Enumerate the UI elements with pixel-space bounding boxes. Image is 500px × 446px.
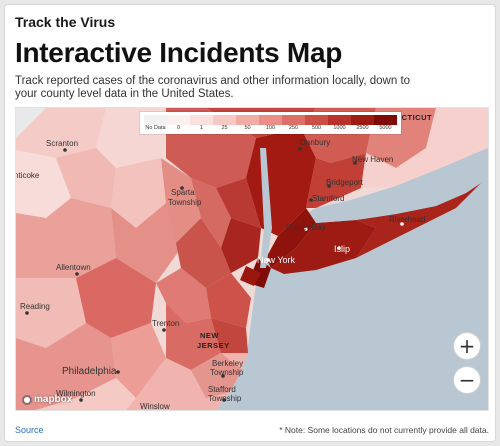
hudson-river [260, 148, 272, 268]
legend-label: 0 [176, 125, 181, 131]
source-link[interactable]: Source [15, 425, 44, 435]
place-label-nticoke: nticoke [16, 171, 40, 180]
kicker: Track the Virus [15, 14, 116, 30]
county-region[interactable] [156, 268, 211, 323]
legend-swatch [374, 115, 397, 125]
legend-swatch [236, 115, 259, 125]
place-label-stafford-township: Township [208, 394, 242, 403]
plus-icon: + [458, 334, 476, 358]
mapbox-attribution[interactable]: mapbox [22, 394, 72, 405]
place-label-allentown: Allentown [56, 263, 91, 272]
place-label-berkeley-township: Township [210, 368, 244, 377]
state-label-connecticut: CONNECTICUT [372, 113, 432, 122]
zoom-out-button[interactable]: − [453, 366, 481, 394]
legend-label: 50 [244, 125, 251, 131]
legend-label: 5000 [379, 125, 392, 131]
county-region[interactable] [111, 158, 166, 228]
county-region[interactable] [361, 108, 488, 188]
state-label-jersey: JERSEY [197, 341, 230, 350]
place-label-new-york: New York [257, 255, 296, 265]
county-region[interactable] [191, 178, 231, 248]
county-region[interactable] [76, 258, 156, 338]
place-label-new-haven: New Haven [352, 155, 393, 164]
legend-swatch [213, 115, 236, 125]
long-island-sound [316, 148, 488, 223]
legend-swatch [167, 115, 190, 125]
minus-icon: − [458, 368, 476, 392]
place-label-berkeley: Berkeley [212, 359, 243, 368]
legend-swatch [144, 115, 167, 125]
legend-swatch [259, 115, 282, 125]
place-label-stamford: Stamford [312, 194, 344, 203]
page-title: Interactive Incidents Map [15, 37, 343, 68]
legend-swatch [190, 115, 213, 125]
county-region[interactable] [271, 220, 376, 274]
legend-label: No Data [145, 125, 166, 131]
incidents-map[interactable]: Scranton nticoke Sparta Township Allento… [15, 107, 489, 411]
legend-labels: No Data 0 1 25 50 100 250 500 1000 2500 5000 [144, 125, 397, 131]
legend-swatch [351, 115, 374, 125]
place-label-reading: Reading [20, 302, 50, 311]
county-region[interactable] [16, 108, 106, 158]
place-label-scranton: Scranton [46, 139, 78, 148]
mapbox-logo-icon [22, 394, 32, 405]
county-region[interactable] [211, 318, 248, 353]
legend-swatch [328, 115, 351, 125]
legend-label: 250 [288, 125, 299, 131]
place-label-sparta: Sparta [171, 188, 195, 197]
county-region[interactable] [221, 218, 261, 273]
place-label-islip: Islip [334, 244, 350, 254]
legend-swatches [144, 115, 397, 125]
city-markers [25, 147, 404, 402]
map-card: Track the Virus Interactive Incidents Ma… [4, 4, 496, 442]
county-region[interactable] [56, 148, 116, 208]
mapbox-label: mapbox [34, 394, 73, 405]
county-region[interactable] [306, 153, 366, 208]
map-canvas[interactable]: Scranton nticoke Sparta Township Allento… [16, 108, 488, 410]
zoom-in-button[interactable]: + [453, 332, 481, 360]
place-label-riverhead: Riverhead [389, 215, 425, 224]
county-region[interactable] [176, 218, 231, 288]
county-region[interactable] [36, 378, 136, 410]
county-region[interactable] [16, 323, 116, 410]
county-region[interactable] [16, 198, 116, 278]
county-region[interactable] [16, 278, 86, 348]
place-label-bridgeport: Bridgeport [326, 178, 364, 187]
county-region[interactable] [240, 266, 261, 286]
legend-label: 1000 [333, 125, 346, 131]
legend-label: 1 [199, 125, 204, 131]
place-label-stafford: Stafford [208, 385, 236, 394]
place-label-trenton: Trenton [152, 319, 179, 328]
no-data-region[interactable] [16, 108, 46, 138]
place-label-danbury: Danbury [300, 138, 330, 147]
state-label-new: NEW [200, 331, 219, 340]
footnote: * Note: Some locations do not currently … [279, 425, 489, 435]
county-region[interactable] [356, 183, 481, 258]
legend-swatch [305, 115, 328, 125]
place-label-wilmington: Wilmington [56, 389, 96, 398]
county-region[interactable] [266, 208, 316, 268]
county-region[interactable] [206, 273, 251, 328]
legend-label: 100 [265, 125, 276, 131]
legend-label: 25 [221, 125, 228, 131]
county-region[interactable] [111, 203, 181, 283]
map-legend: No Data 0 1 25 50 100 250 500 1000 2500 5000 [140, 112, 401, 134]
county-region[interactable] [191, 353, 242, 398]
legend-label: 2500 [356, 125, 369, 131]
county-region[interactable] [161, 158, 201, 243]
place-label-oyster-bay: Oyster Bay [286, 223, 326, 232]
description: Track reported cases of the coronavirus … [15, 75, 411, 100]
place-label-philadelphia: Philadelphia [62, 366, 117, 377]
county-region[interactable] [111, 323, 166, 398]
legend-label: 500 [311, 125, 322, 131]
place-label-winslow: Winslow [140, 402, 170, 410]
legend-swatch [282, 115, 305, 125]
county-region[interactable] [16, 150, 71, 218]
place-label-sparta-township: Township [168, 198, 202, 207]
county-region[interactable] [166, 303, 221, 370]
